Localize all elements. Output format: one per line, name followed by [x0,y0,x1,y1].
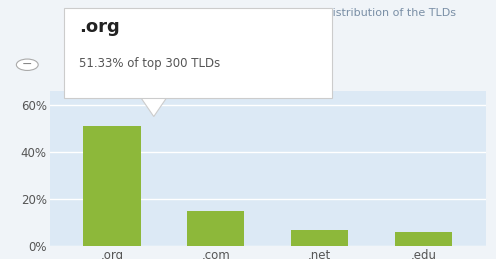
Text: .org: .org [79,18,120,36]
Bar [291,229,348,246]
Text: 51.33% of top 300 TLDs: 51.33% of top 300 TLDs [79,57,221,70]
Text: −: − [22,58,33,71]
Text: he distribution of the TLDs: he distribution of the TLDs [308,8,455,18]
Bar [83,126,140,246]
Bar [395,232,452,246]
Bar [187,211,245,246]
